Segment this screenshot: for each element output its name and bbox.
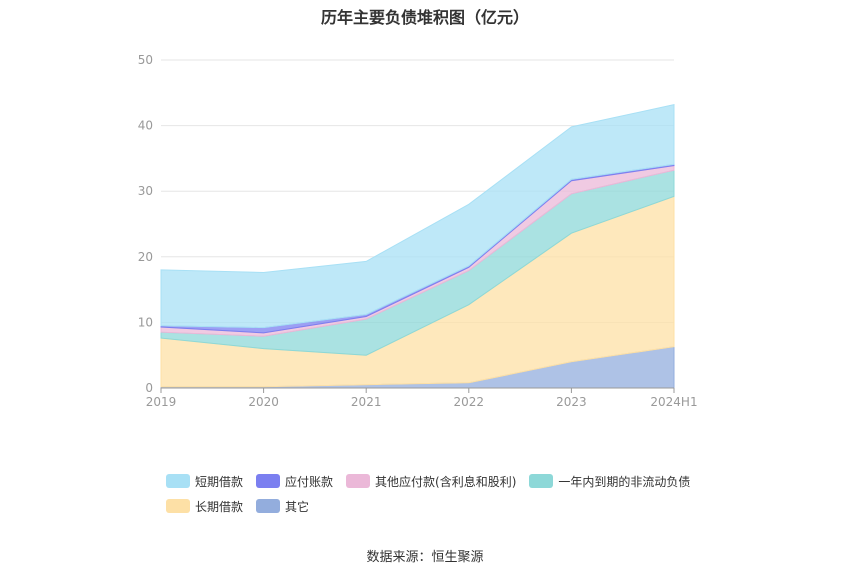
legend-item[interactable]: 应付账款 (256, 473, 333, 490)
chart-legend: 短期借款 应付账款 其他应付款(含利息和股利) 一年内到期的非流动负债长期借款 其它 (166, 472, 703, 522)
legend-item[interactable]: 其它 (256, 498, 309, 515)
legend-label: 长期借款 (195, 499, 244, 514)
legend-swatch (529, 474, 554, 488)
x-tick-label: 2022 (454, 395, 485, 409)
y-tick-label: 0 (145, 381, 153, 395)
legend-swatch (346, 474, 371, 488)
legend-label: 其它 (285, 499, 310, 514)
x-tick-label: 2019 (146, 395, 177, 409)
legend-swatch (256, 499, 281, 513)
legend-swatch (166, 499, 190, 513)
chart-title: 历年主要负债堆积图（亿元） (320, 8, 529, 27)
x-tick-label: 2023 (556, 395, 587, 409)
legend-swatch (256, 474, 281, 488)
legend-item[interactable]: 其他应付款(含利息和股利) (346, 473, 516, 490)
legend-item[interactable]: 一年内到期的非流动负债 (529, 473, 690, 490)
legend-label: 其他应付款(含利息和股利) (375, 474, 517, 489)
y-tick-label: 30 (138, 184, 153, 198)
data-source: 数据来源：恒生聚源 (366, 550, 484, 565)
legend-row: 长期借款 其它 (166, 497, 703, 515)
legend-item[interactable]: 长期借款 (166, 498, 243, 515)
x-tick-label: 2020 (248, 395, 279, 409)
legend-swatch (166, 474, 190, 488)
legend-label: 一年内到期的非流动负债 (558, 474, 691, 489)
x-tick-label: 2024H1 (650, 395, 697, 409)
y-tick-label: 20 (138, 250, 153, 264)
legend-label: 短期借款 (195, 474, 244, 489)
legend-item[interactable]: 短期借款 (166, 473, 243, 490)
area-series (160, 103, 675, 329)
y-tick-label: 10 (138, 315, 153, 329)
legend-row: 短期借款 应付账款 其他应付款(含利息和股利) 一年内到期的非流动负债 (166, 472, 703, 490)
legend-label: 应付账款 (285, 474, 334, 489)
y-tick-label: 40 (138, 119, 153, 133)
x-tick-label: 2021 (351, 395, 382, 409)
y-tick-label: 50 (138, 53, 153, 67)
